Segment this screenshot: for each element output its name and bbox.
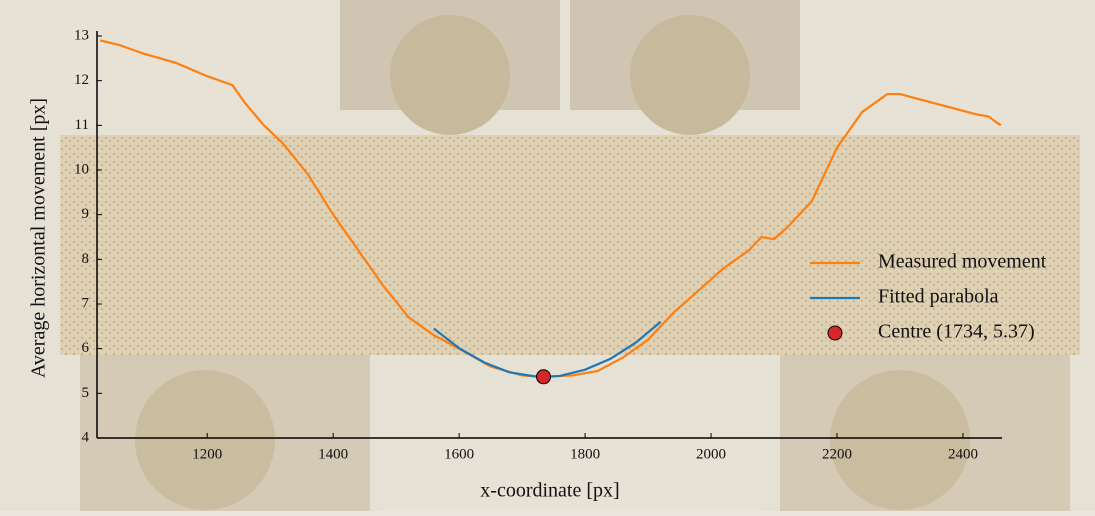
y-tick-label: 4: [82, 429, 90, 445]
legend-marker: [827, 325, 843, 341]
y-tick-label: 8: [82, 251, 90, 267]
x-tick-label: 1800: [570, 446, 600, 462]
y-tick-label: 13: [74, 27, 89, 43]
y-tick-label: 7: [82, 295, 90, 311]
legend-label: Fitted parabola: [878, 286, 999, 308]
y-tick-label: 9: [82, 206, 90, 222]
x-tick-label: 1400: [318, 446, 348, 462]
legend-label: Centre (1734, 5.37): [878, 321, 1035, 343]
x-tick-label: 1200: [192, 446, 222, 462]
x-tick-label: 2000: [696, 446, 726, 462]
y-tick-label: 12: [74, 72, 89, 88]
x-tick-label: 1600: [444, 446, 474, 462]
data-point: [536, 369, 552, 385]
y-tick-label: 6: [82, 340, 90, 356]
y-tick-label: 10: [74, 161, 89, 177]
legend-label: Measured movement: [878, 251, 1047, 273]
y-tick-label: 11: [75, 117, 89, 133]
x-tick-label: 2200: [822, 446, 852, 462]
y-axis-label: Average horizontal movement [px]: [28, 98, 50, 378]
x-axis-label: x-coordinate [px]: [480, 480, 619, 502]
data-line: [99, 39, 1002, 378]
y-tick-label: 5: [82, 385, 90, 401]
x-tick-label: 2400: [948, 446, 978, 462]
